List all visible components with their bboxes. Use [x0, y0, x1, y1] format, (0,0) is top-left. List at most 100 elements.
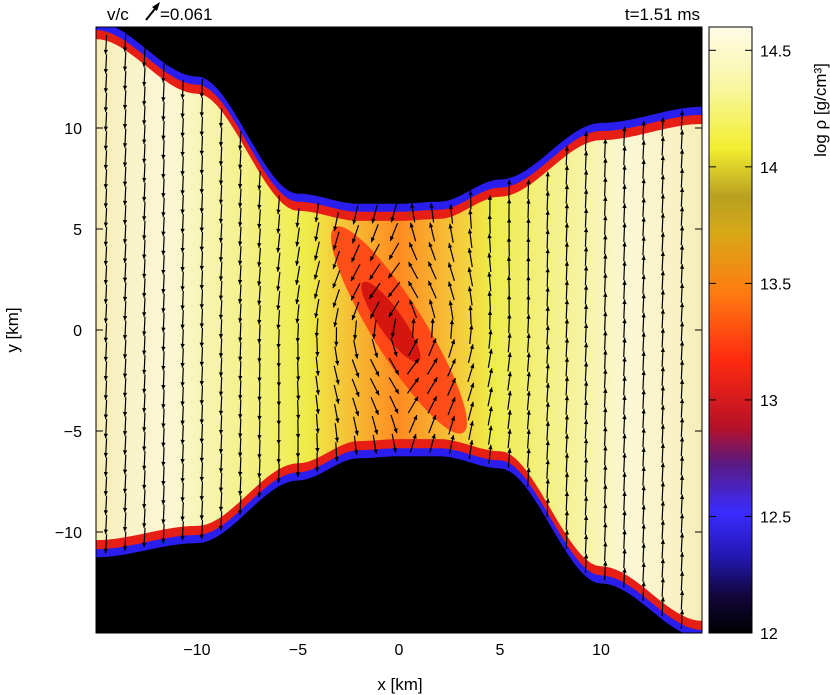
- velocity-vector: [564, 337, 570, 358]
- time-label: t=1.51 ms: [625, 5, 700, 24]
- velocity-vector: [142, 431, 147, 452]
- velocity-vector: [564, 299, 570, 319]
- velocity-vector: [257, 190, 262, 210]
- velocity-vector: [641, 466, 646, 486]
- velocity-vector: [603, 465, 608, 485]
- velocity-vector: [603, 407, 608, 427]
- velocity-vector: [103, 92, 108, 112]
- velocity-vector: [526, 448, 531, 468]
- velocity-vector: [564, 184, 570, 204]
- velocity-vector: [583, 342, 589, 362]
- velocity-vector: [218, 453, 224, 473]
- velocity-vector: [180, 98, 185, 119]
- velocity-vector: [641, 159, 646, 179]
- velocity-vector: [506, 275, 512, 295]
- velocity-vector: [526, 256, 531, 276]
- velocity-vector: [218, 204, 224, 224]
- velocity-vector: [408, 261, 419, 280]
- velocity-vector: [161, 82, 166, 102]
- velocity-vector: [370, 396, 379, 416]
- velocity-vector: [564, 529, 570, 550]
- velocity-vector: [122, 166, 128, 187]
- velocity-vector: [679, 110, 685, 130]
- velocity-vector: [296, 380, 301, 401]
- velocity-vector: [507, 352, 512, 372]
- velocity-vector: [103, 169, 108, 189]
- velocity-vector: [238, 226, 243, 247]
- velocity-vector: [679, 360, 685, 380]
- colorbar-tick-label: 13.5: [760, 276, 791, 293]
- velocity-vector: [218, 434, 224, 454]
- velocity-vector: [161, 389, 166, 409]
- velocity-vector: [660, 347, 665, 367]
- velocity-vector: [622, 568, 627, 588]
- velocity-vector: [218, 242, 224, 262]
- velocity-vector: [429, 203, 435, 223]
- velocity-vector: [334, 403, 340, 424]
- velocity-vector: [641, 447, 646, 467]
- velocity-vector: [467, 363, 475, 383]
- velocity-vector: [583, 534, 589, 554]
- velocity-vector: [315, 433, 320, 453]
- y-tick-label: 10: [64, 121, 82, 138]
- velocity-vector: [295, 304, 300, 324]
- velocity-vector: [180, 405, 185, 426]
- velocity-vector: [507, 429, 512, 449]
- velocity-vector: [199, 327, 204, 348]
- velocity-vector: [564, 414, 570, 434]
- velocity-vector: [180, 118, 185, 138]
- velocity-vector: [218, 338, 224, 358]
- velocity-vector: [583, 496, 589, 516]
- velocity-vector: [507, 313, 512, 334]
- velocity-vector: [622, 241, 627, 262]
- velocity-vector: [180, 482, 185, 502]
- velocity-vector: [257, 209, 262, 229]
- velocity-vector: [122, 243, 128, 264]
- velocity-vector: [583, 476, 589, 497]
- velocity-vector: [545, 344, 550, 364]
- colorbar-tick-label: 12: [760, 626, 778, 643]
- velocity-vector: [276, 195, 281, 215]
- velocity-vector: [199, 462, 204, 482]
- velocity-vector: [257, 420, 262, 440]
- velocity-vector: [332, 269, 341, 289]
- velocity-vector: [545, 498, 550, 518]
- velocity-vector: [257, 343, 262, 363]
- velocity-vector: [161, 216, 166, 237]
- velocity-vector: [641, 389, 646, 409]
- velocity-vector: [641, 543, 646, 563]
- velocity-vector: [237, 246, 243, 266]
- velocity-vector: [199, 481, 204, 501]
- velocity-vector: [332, 289, 340, 308]
- velocity-vector: [199, 193, 204, 213]
- velocity-vector: [180, 271, 185, 291]
- velocity-vector: [103, 476, 108, 496]
- velocity-vector: [487, 214, 492, 234]
- velocity-vector: [679, 245, 685, 265]
- velocity-vector: [103, 534, 108, 554]
- velocity-vector: [371, 415, 379, 435]
- velocity-vector: [161, 312, 166, 333]
- velocity-vector: [641, 485, 646, 505]
- velocity-vector: [218, 223, 224, 243]
- velocity-vector: [660, 558, 665, 578]
- velocity-vector: [313, 279, 320, 299]
- velocity-vector: [199, 270, 204, 290]
- velocity-vector: [218, 415, 224, 435]
- velocity-vector: [218, 261, 224, 282]
- velocity-vector: [180, 367, 185, 387]
- velocity-vector: [622, 356, 627, 377]
- velocity-vector: [468, 439, 474, 460]
- velocity-vector: [660, 270, 665, 290]
- velocity-vector: [257, 362, 262, 383]
- velocity-vector: [660, 443, 665, 463]
- velocity-vector: [679, 436, 685, 457]
- velocity-vector: [122, 282, 128, 302]
- velocity-vector: [161, 159, 166, 179]
- velocity-vector: [295, 285, 300, 305]
- velocity-vector: [315, 375, 320, 395]
- velocity-vector: [142, 182, 147, 202]
- velocity-vector: [447, 358, 456, 377]
- velocity-vector: [545, 478, 550, 499]
- velocity-vector: [199, 366, 204, 386]
